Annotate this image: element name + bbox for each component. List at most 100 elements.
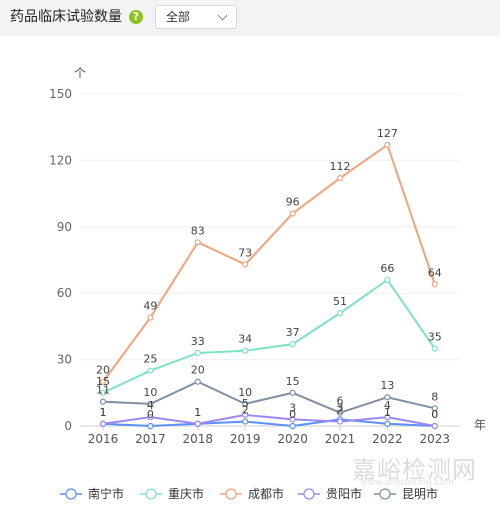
data-label: 4 (384, 399, 391, 412)
series-line (102, 380, 436, 414)
data-point (289, 416, 296, 423)
data-point (99, 398, 107, 405)
data-label: 4 (147, 399, 154, 412)
y-tick-label: 30 (57, 353, 72, 367)
data-point (431, 422, 438, 430)
data-label: 3 (289, 401, 296, 414)
legend-label: 重庆市 (168, 486, 204, 501)
legend-label: 昆明市 (402, 486, 438, 501)
series-line (102, 143, 436, 383)
y-tick-label: 90 (57, 220, 72, 234)
data-point (242, 347, 249, 354)
y-tick-label: 150 (49, 87, 72, 101)
legend-marker (303, 488, 315, 500)
data-label: 15 (286, 375, 300, 388)
x-tick-label: 2016 (88, 432, 119, 446)
data-label: 3 (337, 401, 344, 414)
data-point (431, 405, 438, 412)
data-label: 1 (194, 406, 201, 419)
y-tick-label: 120 (49, 153, 72, 167)
data-point (242, 418, 249, 425)
data-point (384, 276, 391, 284)
data-label: 6 (337, 395, 344, 408)
data-label: 1 (384, 406, 391, 419)
data-point (384, 414, 391, 421)
data-label: 5 (242, 397, 249, 410)
data-point (431, 345, 438, 352)
data-label: 127 (377, 127, 398, 140)
data-point (336, 175, 344, 182)
data-label: 11 (96, 384, 110, 397)
data-label: 0 (431, 408, 438, 421)
legend-label: 南宁市 (88, 486, 124, 501)
data-point (242, 411, 249, 419)
data-label: 2 (242, 404, 249, 417)
x-tick-label: 2022 (372, 432, 403, 446)
legend-marker (145, 488, 157, 500)
y-tick-label: 60 (57, 286, 72, 300)
data-label: 83 (191, 224, 205, 237)
region-filter-value: 全部 (166, 10, 191, 24)
top-bar: 药品临床试验数量 ? 全部 (0, 0, 500, 36)
watermark-url: www.anytesting.com (360, 478, 454, 488)
data-label: 0 (431, 408, 438, 421)
data-label: 1 (100, 406, 107, 419)
grid-lines (80, 93, 460, 361)
legend: 南宁市 重庆市 成都市 贵阳市 昆明市 (60, 486, 438, 501)
data-label: 0 (147, 408, 154, 421)
data-point (99, 378, 107, 385)
y-axis-title: 个 (74, 66, 86, 80)
data-point (289, 389, 296, 396)
region-filter-select[interactable]: 全部 (155, 5, 237, 29)
data-point (289, 210, 296, 217)
data-label: 1 (194, 406, 201, 419)
data-point (194, 378, 201, 385)
legend-marker (225, 488, 237, 500)
x-tick-label: 2023 (420, 432, 451, 446)
legend-label: 成都市 (248, 486, 284, 501)
data-label: 51 (333, 295, 347, 308)
data-point (99, 420, 107, 427)
data-label: 35 (428, 331, 442, 344)
data-point (147, 414, 154, 421)
data-label: 25 (143, 353, 157, 366)
data-label: 15 (96, 375, 110, 388)
data-point (431, 281, 438, 288)
data-point (242, 400, 249, 407)
data-point (194, 420, 201, 427)
y-tick-label: 0 (64, 419, 72, 433)
data-point (242, 261, 249, 268)
data-point (194, 349, 201, 357)
data-point (147, 422, 154, 430)
data-label: 0 (289, 408, 296, 421)
data-label: 64 (428, 266, 442, 279)
data-label: 49 (143, 300, 157, 313)
data-label: 37 (286, 326, 300, 339)
data-point (336, 418, 344, 425)
data-label: 8 (431, 390, 438, 403)
x-tick-label: 2020 (277, 432, 308, 446)
series-line (102, 278, 436, 394)
data-point (336, 310, 344, 317)
data-point (336, 409, 344, 416)
help-icon[interactable]: ? (129, 10, 143, 24)
page-title: 药品临床试验数量 (10, 9, 122, 25)
data-label: 10 (143, 386, 157, 399)
data-label: 10 (238, 386, 252, 399)
legend-marker (379, 488, 391, 500)
series-lines (99, 141, 438, 430)
data-point (384, 141, 391, 149)
x-tick-label: 2021 (325, 432, 356, 446)
data-point (99, 389, 107, 396)
data-label: 73 (238, 246, 252, 259)
watermark: 嘉峪检测网 (352, 456, 477, 484)
x-tick-label: 2018 (183, 432, 214, 446)
data-label: 112 (330, 160, 351, 173)
data-label: 20 (191, 364, 205, 377)
legend-marker (65, 488, 77, 500)
data-point (384, 394, 391, 401)
data-label: 20 (96, 364, 110, 377)
